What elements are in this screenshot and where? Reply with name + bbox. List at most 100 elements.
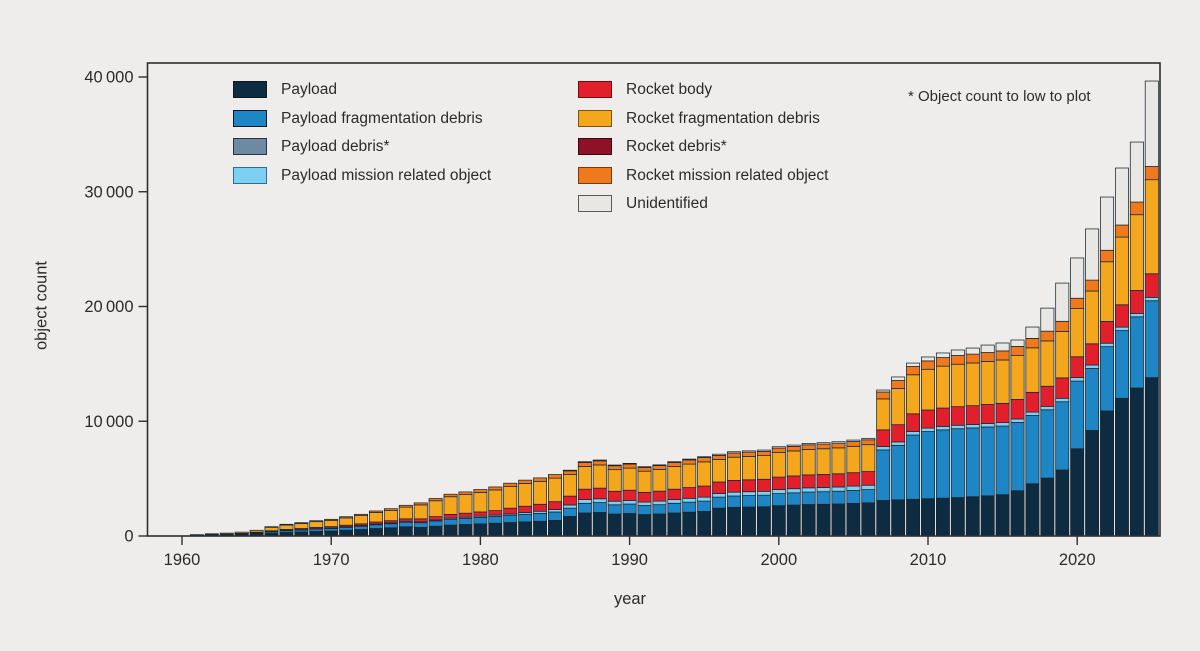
bar-segment-rocket_body <box>1070 356 1085 379</box>
bar-segment-payload <box>891 499 906 537</box>
bar-segment-rocket_mission_related_object <box>264 526 279 528</box>
bar-segment-rocket_fragmentation_debris <box>1010 355 1025 400</box>
bar-segment-rocket_body <box>413 518 428 523</box>
bar-segment-payload_mission_related_object <box>995 422 1010 427</box>
bar-segment-payload_fragmentation_debris <box>368 524 383 529</box>
bar-segment-payload_fragmentation_debris <box>339 526 354 531</box>
bar-segment-payload_fragmentation_debris <box>1114 330 1129 399</box>
bar-segment-rocket_mission_related_object <box>652 465 667 470</box>
x-axis: 1960 1970 1980 1990 2000 2010 2020 <box>164 536 1096 569</box>
bar-segment-unidentified <box>831 441 846 444</box>
bar-segment-rocket_body <box>906 413 921 432</box>
bar-segment-payload <box>816 503 831 537</box>
bar-segment-payload_fragmentation_debris <box>1129 316 1144 389</box>
bar-segment-rocket_fragmentation_debris <box>816 448 831 475</box>
bar-segment-rocket_fragmentation_debris <box>921 368 935 411</box>
bar-segment-rocket_body <box>577 488 592 500</box>
bar-segment-rocket_body <box>727 479 742 493</box>
bar-segment-unidentified <box>577 461 592 463</box>
bar-segment-rocket_fragmentation_debris <box>861 444 876 472</box>
bar-segment-rocket_body <box>950 406 965 426</box>
bar-segment-rocket_mission_related_object <box>935 357 950 367</box>
bar-year-1990 <box>622 462 637 537</box>
bar-segment-payload <box>413 526 428 537</box>
bar-year-2008 <box>891 376 906 537</box>
bar-segment-payload_mission_related_object <box>801 487 816 493</box>
bar-segment-rocket_body <box>503 507 518 515</box>
bar-segment-payload_mission_related_object <box>846 485 861 491</box>
bar-segment-payload_fragmentation_debris <box>413 522 428 528</box>
bar-segment-payload_fragmentation_debris <box>398 521 413 528</box>
bar-segment-unidentified <box>846 439 861 442</box>
bar-segment-payload <box>756 506 771 537</box>
legend-item-unidentified: Unidentified <box>578 195 828 212</box>
legend-swatch-rocket_body <box>578 81 612 98</box>
bar-year-2000 <box>771 446 786 537</box>
bar-year-1975 <box>398 504 413 537</box>
bar-segment-rocket_body <box>533 503 548 512</box>
bar-segment-rocket_fragmentation_debris <box>876 398 891 431</box>
bar-segment-rocket_fragmentation_debris <box>637 470 652 493</box>
bar-segment-rocket_fragmentation_debris <box>264 526 279 532</box>
bar-year-2009 <box>906 362 921 537</box>
x-tick-label: 1980 <box>462 551 499 569</box>
bar-segment-payload <box>741 506 756 537</box>
legend-item-payload_fragmentation_debris: Payload fragmentation debris <box>233 109 491 127</box>
bar-segment-rocket_mission_related_object <box>592 460 607 466</box>
bar-segment-rocket_body <box>1055 377 1070 399</box>
bar-segment-payload_fragmentation_debris <box>652 504 667 515</box>
bar-segment-rocket_body <box>786 475 801 490</box>
bar-segment-payload_fragmentation_debris <box>771 493 786 507</box>
bar-segment-rocket_fragmentation_debris <box>980 361 995 405</box>
bar-segment-rocket_mission_related_object <box>980 352 995 362</box>
bar-segment-payload <box>1025 483 1040 537</box>
bar-segment-payload_fragmentation_debris <box>488 515 503 524</box>
bar-segment-payload <box>846 503 861 537</box>
bar-segment-rocket_mission_related_object <box>861 439 876 446</box>
y-tick-label: 40 000 <box>84 69 133 87</box>
bar-segment-payload_fragmentation_debris <box>473 516 488 525</box>
bar-segment-payload_fragmentation_debris <box>607 504 622 515</box>
bar-segment-payload <box>1100 410 1115 537</box>
bar-segment-payload_fragmentation_debris <box>727 495 742 508</box>
bar-year-1967 <box>279 523 294 537</box>
bar-segment-rocket_mission_related_object <box>413 502 428 506</box>
bar-segment-rocket_fragmentation_debris <box>428 500 443 517</box>
bar-segment-payload_mission_related_object <box>876 446 891 451</box>
bar-segment-rocket_body <box>562 495 577 506</box>
bar-segment-payload_fragmentation_debris <box>503 514 518 523</box>
bar-segment-payload <box>428 525 443 537</box>
bar-segment-payload_mission_related_object <box>935 426 950 431</box>
bar-segment-rocket_body <box>816 474 831 488</box>
bar-segment-rocket_body <box>473 511 488 517</box>
bar-year-1969 <box>309 520 324 537</box>
bar-segment-rocket_fragmentation_debris <box>1040 340 1055 387</box>
bar-year-1977 <box>428 498 443 537</box>
bar-segment-rocket_mission_related_object <box>965 353 980 364</box>
bar-segment-payload_mission_related_object <box>622 500 637 505</box>
bar-segment-payload_fragmentation_debris <box>264 531 279 534</box>
bar-segment-payload_fragmentation_debris <box>801 491 816 505</box>
bar-segment-rocket_mission_related_object <box>577 462 592 467</box>
bar-segment-payload_fragmentation_debris <box>548 511 562 521</box>
bar-segment-rocket_body <box>1040 385 1055 407</box>
bar-segment-rocket_body <box>548 501 562 510</box>
legend-label: Payload <box>281 81 338 98</box>
bar-segment-payload_mission_related_object <box>577 499 592 504</box>
bar-segment-payload_mission_related_object <box>741 491 756 496</box>
bar-year-2023 <box>1114 167 1129 537</box>
bar-segment-unidentified <box>935 352 950 358</box>
bar-year-1998 <box>741 450 756 537</box>
bar-segment-payload <box>727 506 742 537</box>
bar-year-1993 <box>667 461 682 537</box>
legend-label: Rocket fragmentation debris <box>626 109 820 127</box>
bar-segment-rocket_fragmentation_debris <box>652 469 667 492</box>
bar-segment-payload_fragmentation_debris <box>831 490 846 505</box>
legend-swatch-rocket_fragmentation_debris <box>578 109 612 127</box>
bar-year-2005 <box>846 439 861 537</box>
bar-segment-payload <box>1129 387 1144 537</box>
bar-segment-rocket_mission_related_object <box>1129 201 1144 216</box>
bar-year-1983 <box>518 479 533 537</box>
bar-segment-rocket_mission_related_object <box>786 446 801 452</box>
bar-year-1999 <box>756 449 771 537</box>
